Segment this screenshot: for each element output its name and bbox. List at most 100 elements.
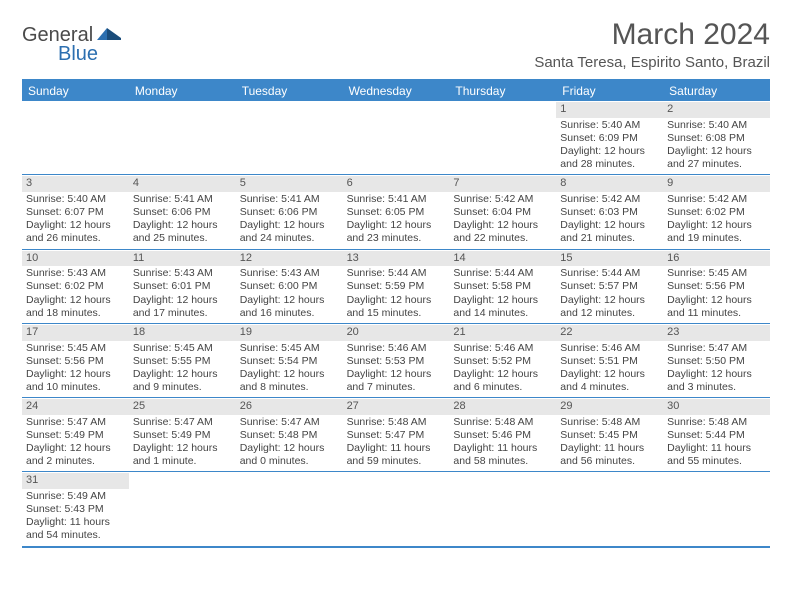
sunrise-line: Sunrise: 5:48 AM	[453, 416, 552, 429]
day-number	[236, 473, 343, 489]
daylight-line: Daylight: 12 hours and 4 minutes.	[560, 368, 659, 394]
sunrise-line: Sunrise: 5:42 AM	[560, 193, 659, 206]
sunset-line: Sunset: 5:44 PM	[667, 429, 766, 442]
sunrise-line: Sunrise: 5:47 AM	[26, 416, 125, 429]
day-number	[343, 473, 450, 489]
week-row: 24Sunrise: 5:47 AMSunset: 5:49 PMDayligh…	[22, 397, 770, 471]
day-number	[22, 102, 129, 118]
sunset-line: Sunset: 5:47 PM	[347, 429, 446, 442]
day-number: 23	[663, 325, 770, 341]
daylight-line: Daylight: 11 hours and 59 minutes.	[347, 442, 446, 468]
day-number: 24	[22, 399, 129, 415]
weekday-label: Saturday	[663, 81, 770, 101]
day-cell: 13Sunrise: 5:44 AMSunset: 5:59 PMDayligh…	[343, 250, 450, 323]
sunset-line: Sunset: 5:53 PM	[347, 355, 446, 368]
sunset-line: Sunset: 5:55 PM	[133, 355, 232, 368]
day-number: 29	[556, 399, 663, 415]
daylight-line: Daylight: 11 hours and 56 minutes.	[560, 442, 659, 468]
day-cell: 31Sunrise: 5:49 AMSunset: 5:43 PMDayligh…	[22, 472, 129, 545]
day-cell: 30Sunrise: 5:48 AMSunset: 5:44 PMDayligh…	[663, 398, 770, 471]
day-cell: 6Sunrise: 5:41 AMSunset: 6:05 PMDaylight…	[343, 175, 450, 248]
sunrise-line: Sunrise: 5:43 AM	[26, 267, 125, 280]
sunset-line: Sunset: 6:07 PM	[26, 206, 125, 219]
sunset-line: Sunset: 5:57 PM	[560, 280, 659, 293]
day-cell: 4Sunrise: 5:41 AMSunset: 6:06 PMDaylight…	[129, 175, 236, 248]
day-cell-empty	[556, 472, 663, 545]
day-number	[449, 102, 556, 118]
day-number	[129, 473, 236, 489]
day-cell: 9Sunrise: 5:42 AMSunset: 6:02 PMDaylight…	[663, 175, 770, 248]
day-cell: 1Sunrise: 5:40 AMSunset: 6:09 PMDaylight…	[556, 101, 663, 174]
header: General Blue March 2024 Santa Teresa, Es…	[22, 18, 770, 71]
day-cell: 20Sunrise: 5:46 AMSunset: 5:53 PMDayligh…	[343, 324, 450, 397]
sunset-line: Sunset: 5:52 PM	[453, 355, 552, 368]
daylight-line: Daylight: 12 hours and 27 minutes.	[667, 145, 766, 171]
sunrise-line: Sunrise: 5:45 AM	[667, 267, 766, 280]
daylight-line: Daylight: 12 hours and 0 minutes.	[240, 442, 339, 468]
sunset-line: Sunset: 6:02 PM	[667, 206, 766, 219]
sunrise-line: Sunrise: 5:47 AM	[133, 416, 232, 429]
weekday-label: Tuesday	[236, 81, 343, 101]
sunrise-line: Sunrise: 5:48 AM	[347, 416, 446, 429]
sunrise-line: Sunrise: 5:49 AM	[26, 490, 125, 503]
day-number	[556, 473, 663, 489]
sunset-line: Sunset: 6:04 PM	[453, 206, 552, 219]
sunset-line: Sunset: 6:08 PM	[667, 132, 766, 145]
day-number: 21	[449, 325, 556, 341]
sunrise-line: Sunrise: 5:47 AM	[667, 342, 766, 355]
day-number: 17	[22, 325, 129, 341]
weekday-header-row: SundayMondayTuesdayWednesdayThursdayFrid…	[22, 81, 770, 101]
day-number: 25	[129, 399, 236, 415]
day-number: 30	[663, 399, 770, 415]
day-cell-empty	[449, 101, 556, 174]
sunrise-line: Sunrise: 5:40 AM	[26, 193, 125, 206]
sunrise-line: Sunrise: 5:41 AM	[347, 193, 446, 206]
daylight-line: Daylight: 12 hours and 3 minutes.	[667, 368, 766, 394]
day-cell: 23Sunrise: 5:47 AMSunset: 5:50 PMDayligh…	[663, 324, 770, 397]
day-cell: 29Sunrise: 5:48 AMSunset: 5:45 PMDayligh…	[556, 398, 663, 471]
sunrise-line: Sunrise: 5:47 AM	[240, 416, 339, 429]
sunrise-line: Sunrise: 5:48 AM	[667, 416, 766, 429]
daylight-line: Daylight: 12 hours and 21 minutes.	[560, 219, 659, 245]
daylight-line: Daylight: 12 hours and 1 minute.	[133, 442, 232, 468]
daylight-line: Daylight: 12 hours and 24 minutes.	[240, 219, 339, 245]
sunrise-line: Sunrise: 5:42 AM	[667, 193, 766, 206]
daylight-line: Daylight: 12 hours and 9 minutes.	[133, 368, 232, 394]
sunrise-line: Sunrise: 5:42 AM	[453, 193, 552, 206]
daylight-line: Daylight: 12 hours and 12 minutes.	[560, 294, 659, 320]
day-cell: 27Sunrise: 5:48 AMSunset: 5:47 PMDayligh…	[343, 398, 450, 471]
daylight-line: Daylight: 12 hours and 15 minutes.	[347, 294, 446, 320]
day-number: 26	[236, 399, 343, 415]
daylight-line: Daylight: 12 hours and 28 minutes.	[560, 145, 659, 171]
day-cell: 8Sunrise: 5:42 AMSunset: 6:03 PMDaylight…	[556, 175, 663, 248]
daylight-line: Daylight: 12 hours and 11 minutes.	[667, 294, 766, 320]
day-cell-empty	[663, 472, 770, 545]
day-number	[236, 102, 343, 118]
sunset-line: Sunset: 5:48 PM	[240, 429, 339, 442]
daylight-line: Daylight: 12 hours and 25 minutes.	[133, 219, 232, 245]
week-row: 17Sunrise: 5:45 AMSunset: 5:56 PMDayligh…	[22, 323, 770, 397]
sunset-line: Sunset: 6:09 PM	[560, 132, 659, 145]
location: Santa Teresa, Espirito Santo, Brazil	[534, 54, 770, 71]
day-number: 1	[556, 102, 663, 118]
weekday-label: Thursday	[449, 81, 556, 101]
weeks-container: 1Sunrise: 5:40 AMSunset: 6:09 PMDaylight…	[22, 101, 770, 546]
day-cell: 16Sunrise: 5:45 AMSunset: 5:56 PMDayligh…	[663, 250, 770, 323]
day-number: 12	[236, 251, 343, 267]
day-number	[449, 473, 556, 489]
day-cell: 11Sunrise: 5:43 AMSunset: 6:01 PMDayligh…	[129, 250, 236, 323]
weekday-label: Monday	[129, 81, 236, 101]
daylight-line: Daylight: 12 hours and 19 minutes.	[667, 219, 766, 245]
sunset-line: Sunset: 5:50 PM	[667, 355, 766, 368]
day-number: 22	[556, 325, 663, 341]
day-cell: 28Sunrise: 5:48 AMSunset: 5:46 PMDayligh…	[449, 398, 556, 471]
day-number: 27	[343, 399, 450, 415]
sunset-line: Sunset: 5:59 PM	[347, 280, 446, 293]
day-cell-empty	[129, 472, 236, 545]
weekday-label: Wednesday	[343, 81, 450, 101]
day-cell: 25Sunrise: 5:47 AMSunset: 5:49 PMDayligh…	[129, 398, 236, 471]
day-number: 16	[663, 251, 770, 267]
daylight-line: Daylight: 12 hours and 8 minutes.	[240, 368, 339, 394]
sunrise-line: Sunrise: 5:41 AM	[133, 193, 232, 206]
day-cell: 10Sunrise: 5:43 AMSunset: 6:02 PMDayligh…	[22, 250, 129, 323]
